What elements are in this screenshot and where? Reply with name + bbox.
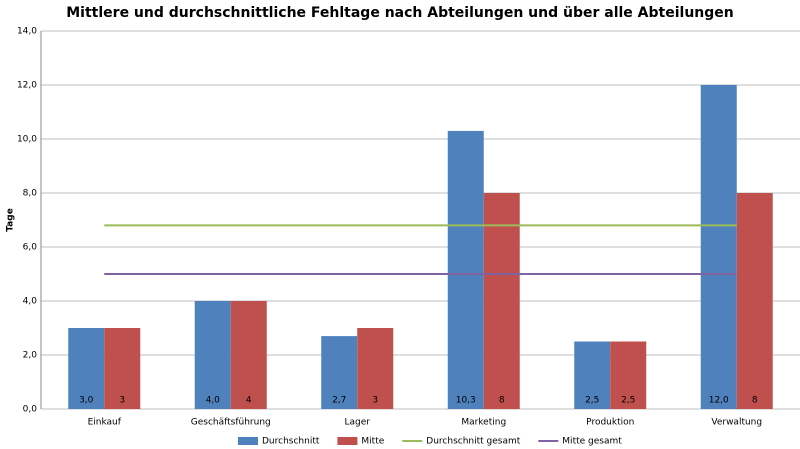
bar: [574, 341, 611, 409]
bar: [194, 301, 231, 409]
y-tick-label: 12,0: [17, 81, 37, 91]
data-label: 2,5: [585, 396, 599, 406]
bar: [736, 193, 773, 409]
bar: [230, 301, 267, 409]
y-tick-label: 4,0: [23, 297, 38, 307]
bar: [321, 336, 358, 409]
chart-title: Mittlere und durchschnittliche Fehltage …: [66, 5, 734, 21]
bar: [357, 328, 394, 409]
data-label: 3: [119, 396, 125, 406]
bar: [700, 85, 737, 409]
data-label: 8: [752, 396, 758, 406]
y-tick-label: 2,0: [23, 351, 38, 361]
y-tick-label: 0,0: [23, 405, 38, 415]
legend-label: Mitte: [361, 437, 384, 447]
x-tick-label: Lager: [345, 418, 371, 428]
y-axis-label: Tage: [6, 208, 16, 232]
data-label: 3: [372, 396, 378, 406]
legend-label: Durchschnitt gesamt: [426, 437, 520, 447]
bar: [483, 193, 520, 409]
x-tick-label: Marketing: [461, 418, 506, 428]
bar: [610, 341, 647, 409]
y-tick-label: 10,0: [17, 135, 37, 145]
legend-label: Durchschnitt: [262, 437, 320, 447]
data-label: 4: [246, 396, 252, 406]
data-label: 3,0: [79, 396, 94, 406]
data-label: 10,3: [456, 396, 476, 406]
data-label: 12,0: [709, 396, 729, 406]
data-label: 8: [499, 396, 505, 406]
bar: [447, 130, 484, 409]
data-label: 2,5: [621, 396, 635, 406]
data-label: 4,0: [206, 396, 221, 406]
legend-swatch: [238, 437, 258, 445]
data-label: 2,7: [332, 396, 346, 406]
x-tick-label: Geschäftsführung: [191, 418, 271, 428]
y-tick-label: 14,0: [17, 27, 37, 37]
bar: [68, 328, 105, 409]
y-tick-label: 6,0: [23, 243, 38, 253]
legend-swatch: [337, 437, 358, 445]
legend-label: Mitte gesamt: [562, 437, 622, 447]
bar: [104, 328, 141, 409]
x-tick-label: Produktion: [586, 418, 634, 428]
y-tick-label: 8,0: [23, 189, 38, 199]
x-tick-label: Einkauf: [88, 418, 122, 428]
x-tick-label: Verwaltung: [711, 418, 762, 428]
